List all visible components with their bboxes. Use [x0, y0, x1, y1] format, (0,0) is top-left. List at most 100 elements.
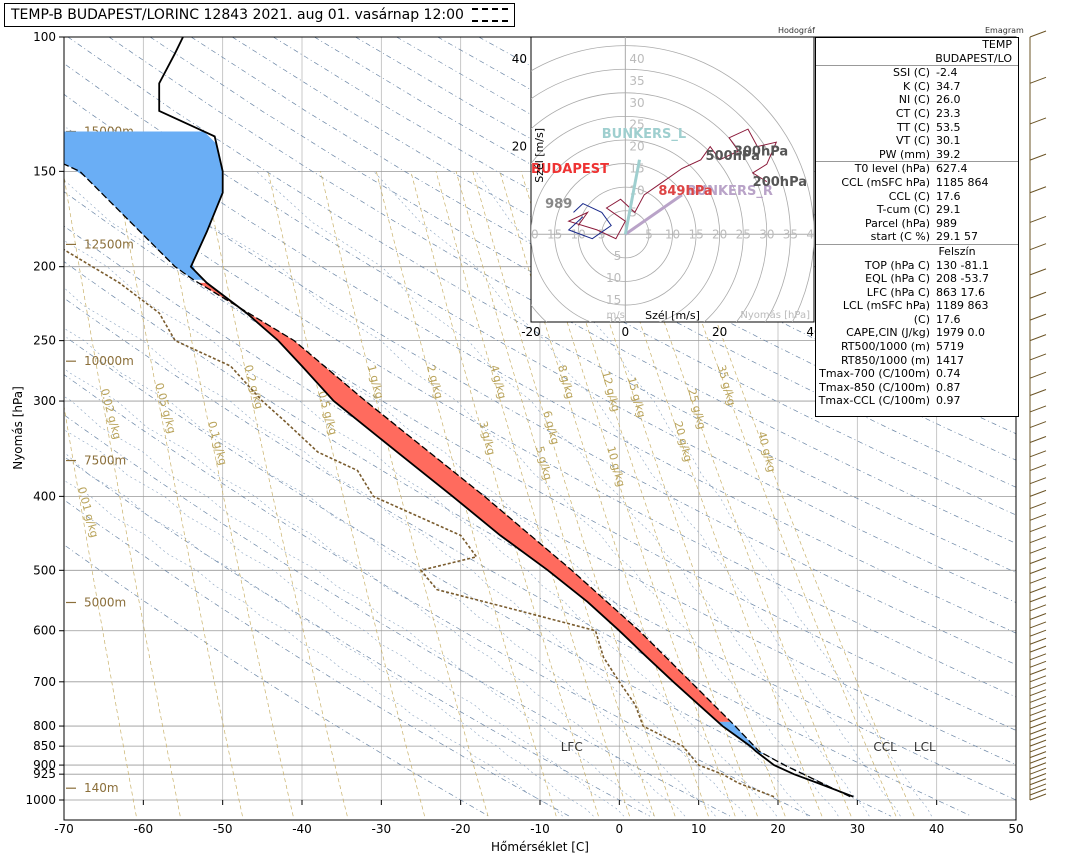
stats-row: EQL (hPa C) 208 -53.7 [816, 272, 1018, 286]
hodograph-label: 300hPa [734, 144, 788, 159]
stats-value: 1185 864 [936, 175, 989, 189]
stats-row: LCL (mSFC hPa) 1189 863 [816, 299, 1018, 313]
stats-row: PW (mm) 39.2 [816, 148, 1018, 162]
stats-label: Tmax-700 (C/100m) [819, 367, 930, 381]
ring-label: 35 [629, 74, 644, 88]
wind-barb [1029, 586, 1047, 594]
stats-value: 130 -81.1 [936, 258, 989, 272]
ring-label: 10 [606, 271, 621, 285]
mixing-ratio-label: 8 g/kg [555, 364, 576, 401]
wind-barb [1029, 30, 1047, 38]
mixing-ratio-label: 25 g/kg [685, 387, 708, 430]
wind-barb [1029, 682, 1047, 690]
stats-label: RT850/1000 (m) [840, 353, 930, 367]
mixing-ratio-label: 0.02 g/kg [98, 387, 124, 441]
stats-value: 1979 0.0 [936, 326, 985, 340]
dry-adiabat [108, 37, 1016, 544]
upper-negative-area [64, 131, 223, 280]
wind-barb [1029, 788, 1047, 796]
mixing-ratio-label: 3 g/kg [476, 420, 497, 457]
ring-label: 30 [759, 227, 774, 241]
moist-adiabat [475, 171, 932, 817]
hodograph-label: 500hPa [706, 149, 760, 164]
wind-barb [1029, 695, 1047, 703]
dry-adiabat [64, 297, 972, 817]
wind-barb [1029, 436, 1047, 443]
mixing-ratio-label: 40 g/kg [755, 430, 778, 473]
mixing-ratio-label: 10 g/kg [604, 445, 627, 488]
dry-adiabat [64, 261, 1016, 801]
stats-value: 29.1 57 [936, 230, 978, 244]
y-tick-label: 800 [33, 719, 56, 733]
y-tick-label: 900 [33, 758, 56, 772]
stats-value: 17.6 [936, 189, 961, 203]
moist-adiabat [64, 451, 594, 817]
stats-label: TOP (hPa C) [864, 258, 930, 272]
wind-barb [1029, 675, 1047, 683]
y-tick-label: 400 [33, 489, 56, 503]
stats-value: 5719 [936, 340, 964, 354]
stats-value: 1189 863 [936, 299, 989, 313]
parcel-profile [64, 163, 851, 798]
wind-barb [1029, 668, 1047, 676]
dry-adiabat [64, 125, 1016, 666]
wind-barb [1029, 689, 1047, 697]
wind-barb [1029, 389, 1047, 396]
dry-adiabat [64, 225, 1016, 766]
stats-label: Tmax-CCL (C/100m) [818, 394, 930, 408]
wind-barb [1029, 117, 1047, 125]
mixing-ratio-label: 0.2 g/kg [242, 363, 266, 410]
moist-adiabat [373, 171, 901, 817]
stats-value: 1417 [936, 353, 964, 367]
ring-label: 5 [629, 205, 637, 219]
y-tick-label: 850 [33, 739, 56, 753]
stats-label: CCL (mSFC hPa) [841, 175, 930, 189]
mixing-ratio-line [203, 171, 348, 817]
wind-barb [1029, 660, 1047, 668]
stats-value: 29.1 [936, 203, 961, 217]
y-tick-label: 250 [33, 334, 56, 348]
moist-adiabat [64, 327, 716, 817]
x-tick-label: 50 [1008, 822, 1023, 836]
mixing-ratio-label: 6 g/kg [540, 409, 561, 446]
mixing-ratio-line [115, 171, 243, 817]
x-tick-label: 40 [929, 822, 944, 836]
mixing-ratio-line [560, 171, 786, 817]
mixing-ratio-label: 12 g/kg [599, 370, 622, 413]
ring-label: 15 [547, 227, 562, 241]
ring-label: 5 [645, 227, 653, 241]
stats-label: PW (mm) [878, 147, 930, 161]
height-label: 12500m [84, 237, 134, 251]
height-label: 140m [84, 781, 119, 795]
stats-row: Tmax-CCL (C/100m) 0.97 [816, 394, 1018, 408]
stats-label: CT (C) [895, 106, 930, 120]
stats-label: T0 level (hPa) [854, 162, 930, 176]
level-label: CCL [873, 740, 897, 754]
x-tick-label: -60 [134, 822, 154, 836]
wind-barb [1029, 334, 1047, 342]
mixing-ratio-label: 0.05 g/kg [152, 381, 178, 435]
stats-value: 989 [936, 216, 957, 230]
stats-label: LCL (mSFC hPa) [842, 299, 930, 313]
stats-value: 34.7 [936, 79, 961, 93]
stats-label: SSI (C) [893, 66, 930, 80]
stats-value: 23.3 [936, 106, 961, 120]
wind-barb [1029, 773, 1047, 780]
dry-adiabat [64, 93, 1016, 634]
y-tick-label: 500 [33, 563, 56, 577]
wind-barb [1029, 595, 1047, 603]
mixing-ratio-line [64, 174, 181, 817]
wind-barb [1029, 76, 1047, 84]
hodograph-x-tick: 20 [712, 325, 727, 339]
mixing-ratio-line [320, 171, 489, 817]
ring-label: 5 [614, 249, 622, 263]
stats-row: NI (C) 26.0 [816, 93, 1018, 107]
y-tick-label: 1000 [25, 793, 56, 807]
mixing-ratio-label: 0.1 g/kg [205, 420, 229, 467]
moist-adiabat [146, 171, 839, 817]
y-tick-label: 200 [33, 260, 56, 274]
wind-barb [1029, 313, 1047, 321]
stats-label: NI (C) [898, 93, 930, 107]
dewpoint-profile [64, 249, 775, 798]
stats-row: CAPE,CIN (J/kg) 1979 0.0 [816, 326, 1018, 340]
